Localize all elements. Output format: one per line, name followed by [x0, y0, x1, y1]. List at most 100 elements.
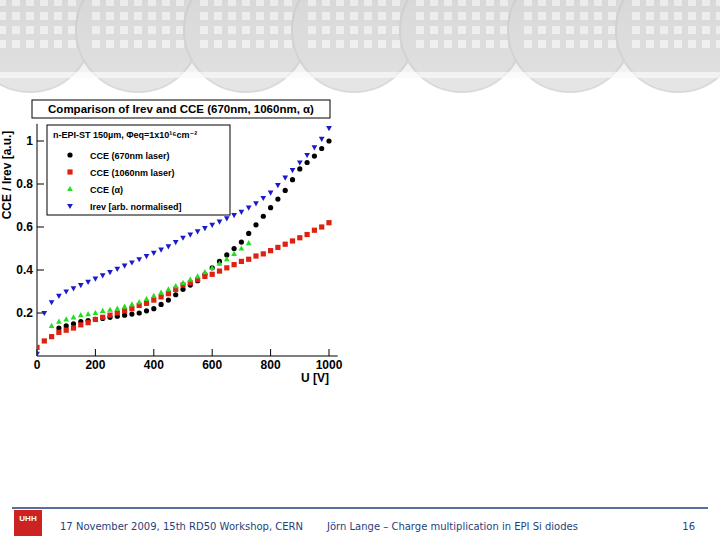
data-point	[232, 262, 237, 267]
data-point	[37, 352, 40, 356]
wafer-die	[716, 12, 720, 20]
wafer-die	[134, 12, 142, 20]
data-point	[290, 168, 296, 173]
wafer-die	[162, 26, 170, 34]
data-point	[49, 300, 55, 305]
wafer-die	[594, 40, 602, 48]
series-points	[49, 240, 252, 328]
wafer	[508, 0, 632, 92]
wafer-die	[430, 12, 438, 20]
wafer-die	[580, 12, 588, 20]
wafer-die	[430, 40, 438, 48]
wafer	[400, 0, 524, 92]
wafer-die	[120, 26, 128, 34]
wafer-die	[500, 40, 508, 48]
data-point	[210, 272, 215, 277]
wafer-die	[444, 26, 452, 34]
data-point	[115, 310, 120, 315]
wafer-die	[416, 40, 424, 48]
data-point	[107, 270, 113, 275]
wafer-die	[674, 0, 682, 6]
wafer-die	[688, 40, 696, 48]
wafer	[76, 0, 200, 92]
data-point	[93, 277, 99, 282]
wafer-die	[566, 26, 574, 34]
data-point	[239, 245, 245, 250]
wafer-die	[68, 0, 76, 6]
wafer-die	[632, 12, 640, 20]
wafer-die	[660, 0, 668, 6]
data-point	[137, 310, 142, 315]
data-point	[305, 160, 310, 165]
data-point	[297, 160, 303, 165]
wafer-die	[0, 26, 6, 34]
data-point	[187, 277, 193, 282]
data-point	[195, 273, 201, 278]
wafer-die	[608, 0, 616, 6]
wafer-die	[674, 12, 682, 20]
wafer-die	[12, 26, 20, 34]
data-point	[312, 153, 317, 158]
wafer-die	[284, 12, 292, 20]
data-point	[260, 196, 266, 201]
wafer-die	[92, 40, 100, 48]
data-point	[42, 338, 47, 343]
data-point	[166, 291, 171, 296]
wafer-die	[580, 0, 588, 6]
wafer-die	[430, 26, 438, 34]
data-point	[261, 251, 266, 256]
wafer-die	[256, 0, 264, 6]
wafer-die	[646, 26, 654, 34]
wafer-die	[364, 0, 372, 6]
data-point	[326, 220, 331, 225]
wafer-die	[54, 12, 62, 20]
data-point	[231, 213, 237, 218]
wafer-die	[162, 12, 170, 20]
x-tick-label: 1000	[316, 358, 343, 372]
wafer-die	[566, 12, 574, 20]
wafer-die	[242, 0, 250, 6]
wafer-die	[0, 40, 6, 48]
wafer-die	[148, 12, 156, 20]
data-point	[129, 306, 134, 311]
data-point	[326, 138, 331, 143]
data-point	[217, 260, 223, 265]
wafer-die	[392, 40, 400, 48]
wafer-die	[54, 0, 62, 6]
data-point	[239, 259, 244, 264]
wafer-die	[106, 40, 114, 48]
x-tick	[212, 349, 213, 356]
y-tick	[37, 270, 44, 271]
wafer-die	[26, 40, 34, 48]
wafer-die	[40, 0, 48, 6]
data-point	[144, 296, 150, 301]
data-point	[159, 302, 164, 307]
wafer-die	[392, 26, 400, 34]
wafer-die	[566, 40, 574, 48]
data-point	[100, 273, 106, 278]
wafer-die	[200, 26, 208, 34]
data-point	[49, 334, 54, 339]
x-axis-line	[37, 356, 338, 357]
data-point	[319, 137, 325, 142]
data-point	[180, 280, 186, 285]
wafer-die	[646, 0, 654, 6]
slide: Comparison of Irev and CCE (670nm, 1060n…	[0, 0, 720, 540]
data-point	[253, 253, 258, 258]
data-point	[268, 191, 274, 196]
wafer-die	[716, 26, 720, 34]
wafer-die	[660, 26, 668, 34]
wafer-die	[472, 0, 480, 6]
wafer-die	[26, 26, 34, 34]
wafer-die	[378, 26, 386, 34]
wafer-die	[580, 40, 588, 48]
wafer-die	[674, 26, 682, 34]
wafer-die	[284, 26, 292, 34]
x-tick	[329, 349, 330, 356]
wafer-die	[472, 40, 480, 48]
wafer-die	[92, 12, 100, 20]
wafer-die	[660, 12, 668, 20]
wafer-die	[608, 26, 616, 34]
wafer-die	[458, 0, 466, 6]
x-tick	[95, 349, 96, 356]
